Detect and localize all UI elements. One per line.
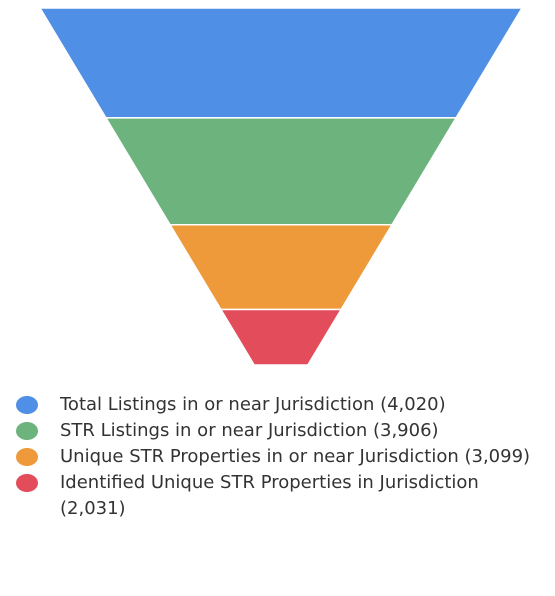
funnel-segment — [219, 308, 343, 366]
legend-item: Identified Unique STR Properties in Juri… — [0, 470, 550, 522]
legend-item: STR Listings in or near Jurisdiction (3,… — [0, 418, 550, 444]
legend: Total Listings in or near Jurisdiction (… — [0, 392, 555, 522]
legend-item: Unique STR Properties in or near Jurisdi… — [0, 444, 550, 470]
funnel-segment — [38, 7, 524, 119]
legend-label: Total Listings in or near Jurisdiction (… — [60, 394, 446, 415]
legend-label: Unique STR Properties in or near Jurisdi… — [60, 446, 531, 467]
legend-label: STR Listings in or near Jurisdiction (3,… — [60, 420, 439, 441]
legend-label: Identified Unique STR Properties in Juri… — [60, 472, 479, 519]
legend-marker — [16, 396, 38, 414]
legend-marker — [16, 448, 38, 466]
funnel-segment — [168, 223, 394, 311]
funnel-chart — [38, 7, 524, 366]
legend-marker — [16, 474, 38, 492]
legend-marker — [16, 422, 38, 440]
legend-item: Total Listings in or near Jurisdiction (… — [0, 392, 550, 418]
funnel-segment — [104, 117, 458, 226]
